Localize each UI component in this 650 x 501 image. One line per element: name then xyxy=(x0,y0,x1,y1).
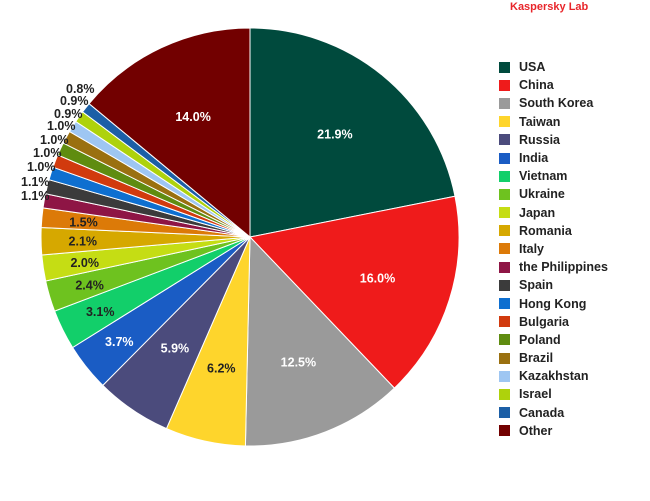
slice-label: 2.1% xyxy=(69,234,98,248)
legend-label: Kazakhstan xyxy=(519,369,589,384)
legend-label: India xyxy=(519,151,549,166)
legend-label: Romania xyxy=(519,223,572,238)
legend-label: Other xyxy=(519,423,553,438)
legend-item: India xyxy=(499,149,608,167)
legend-item: Vietnam xyxy=(499,167,608,185)
legend-swatch xyxy=(499,334,510,346)
legend-swatch xyxy=(499,298,510,310)
legend-label: Taiwan xyxy=(519,114,561,129)
legend-label: Japan xyxy=(519,205,556,220)
pie-chart: 21.9% 16.0% 12.5% 6.2% 5.9% 3.7% 3.1% 2.4% 2.0% 2… xyxy=(21,27,460,447)
legend-item: Bulgaria xyxy=(499,313,608,331)
legend-swatch xyxy=(499,225,510,237)
legend-label: Russia xyxy=(519,132,560,147)
legend-swatch xyxy=(499,207,510,219)
legend-item: Hong Kong xyxy=(499,294,608,312)
slice-label: 5.9% xyxy=(161,342,190,356)
legend-label: Poland xyxy=(519,332,561,347)
legend-label: Spain xyxy=(519,278,554,293)
legend: USA China South Korea Taiwan Russia India Viet… xyxy=(499,58,608,440)
legend-swatch xyxy=(499,388,510,400)
legend-label: Ukraine xyxy=(519,187,565,202)
legend-swatch xyxy=(499,97,510,109)
slice-label: 0.9% xyxy=(54,107,83,121)
legend-item: Romania xyxy=(499,222,608,240)
pie-slice xyxy=(249,195,460,389)
legend-item: South Korea xyxy=(499,94,608,112)
legend-label: Canada xyxy=(519,405,565,420)
legend-item: Spain xyxy=(499,276,608,294)
legend-label: Vietnam xyxy=(519,169,568,184)
pie-slice xyxy=(244,235,396,447)
legend-item: Canada xyxy=(499,404,608,422)
brand-label: Kaspersky Lab xyxy=(510,1,589,13)
legend-label: USA xyxy=(519,60,546,75)
slice-label: 1.0% xyxy=(40,133,69,147)
legend-swatch xyxy=(499,261,510,273)
legend-swatch xyxy=(499,152,510,164)
slice-label: 21.9% xyxy=(317,128,352,142)
slice-label: 1.0% xyxy=(33,146,62,160)
legend-item: Ukraine xyxy=(499,185,608,203)
slice-label: 1.1% xyxy=(21,175,50,189)
slice-label: 16.0% xyxy=(360,271,395,285)
legend-swatch xyxy=(499,61,510,73)
legend-swatch xyxy=(499,425,510,437)
slice-label: 14.0% xyxy=(175,110,210,124)
slice-label: 1.5% xyxy=(69,216,98,230)
pie-slice xyxy=(88,27,251,239)
legend-swatch xyxy=(499,370,510,382)
slice-label: 3.1% xyxy=(86,305,115,319)
legend-swatch xyxy=(499,116,510,128)
slice-label: 1.0% xyxy=(27,160,56,174)
legend-label: Italy xyxy=(519,241,545,256)
legend-label: South Korea xyxy=(519,96,594,111)
slice-label: 2.0% xyxy=(70,256,99,270)
legend-swatch xyxy=(499,279,510,291)
slice-label: 3.7% xyxy=(105,335,134,349)
slice-label: 12.5% xyxy=(281,356,316,370)
legend-item: Poland xyxy=(499,331,608,349)
slice-label: 2.4% xyxy=(75,278,104,292)
legend-item: China xyxy=(499,76,608,94)
legend-swatch xyxy=(499,170,510,182)
legend-label: Brazil xyxy=(519,351,554,366)
legend-item: Israel xyxy=(499,385,608,403)
legend-item: Kazakhstan xyxy=(499,367,608,385)
slice-label: 1.1% xyxy=(21,189,50,203)
slice-label: 0.8% xyxy=(66,82,95,96)
legend-swatch xyxy=(499,352,510,364)
slice-label: 0.9% xyxy=(60,94,89,108)
legend-label: Hong Kong xyxy=(519,296,587,311)
legend-item: Taiwan xyxy=(499,113,608,131)
legend-item: USA xyxy=(499,58,608,76)
legend-label: China xyxy=(519,78,554,93)
legend-item: Russia xyxy=(499,131,608,149)
legend-item: Brazil xyxy=(499,349,608,367)
legend-label: the Philippines xyxy=(519,260,608,275)
legend-item: the Philippines xyxy=(499,258,608,276)
legend-swatch xyxy=(499,407,510,419)
legend-swatch xyxy=(499,188,510,200)
slice-label: 6.2% xyxy=(207,362,236,376)
legend-item: Italy xyxy=(499,240,608,258)
legend-item: Other xyxy=(499,422,608,440)
legend-swatch xyxy=(499,134,510,146)
pie-slice xyxy=(249,27,456,238)
legend-item: Japan xyxy=(499,204,608,222)
legend-label: Bulgaria xyxy=(519,314,570,329)
slice-label: 1.0% xyxy=(47,119,76,133)
legend-swatch xyxy=(499,316,510,328)
legend-swatch xyxy=(499,79,510,91)
legend-label: Israel xyxy=(519,387,552,402)
legend-swatch xyxy=(499,243,510,255)
